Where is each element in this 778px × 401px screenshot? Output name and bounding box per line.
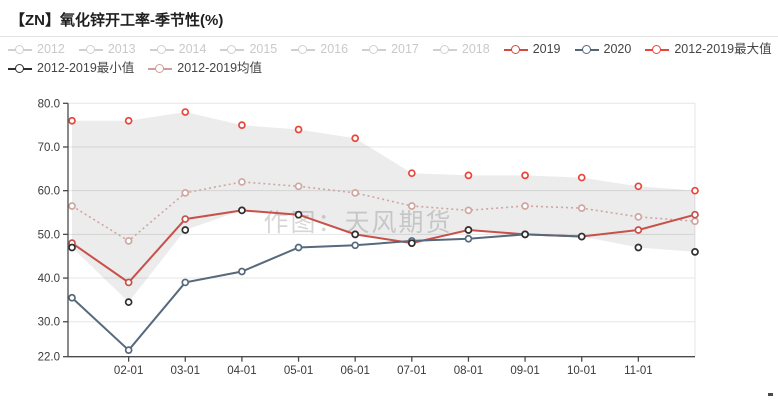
legend-series-marker-icon bbox=[432, 44, 457, 56]
legend-item-label: 2012 bbox=[37, 42, 65, 56]
svg-text:02-01: 02-01 bbox=[114, 365, 143, 377]
svg-text:06-01: 06-01 bbox=[340, 365, 369, 377]
legend-series-marker-icon bbox=[78, 44, 103, 56]
legend-item-2012-2019最小值[interactable]: 2012-2019最小值 bbox=[8, 61, 134, 76]
legend-series-marker-icon bbox=[8, 44, 32, 56]
svg-text:05-01: 05-01 bbox=[284, 365, 313, 377]
legend-item-label: 2018 bbox=[461, 42, 490, 56]
legend-series-marker-icon bbox=[220, 44, 245, 56]
svg-text:11-01: 11-01 bbox=[624, 365, 653, 377]
legend-item-2012[interactable]: 2012 bbox=[8, 42, 65, 57]
legend-series-marker-icon bbox=[291, 44, 316, 56]
legend-row-1: 2012 2013 2014 2015 2016 2017 2018 2019 2020 2012… bbox=[8, 42, 772, 57]
legend-series-marker-icon bbox=[148, 63, 173, 75]
legend-series-marker-icon bbox=[574, 44, 599, 56]
legend-item-2020[interactable]: 2020 bbox=[574, 42, 632, 57]
svg-text:70.0: 70.0 bbox=[38, 142, 60, 154]
legend-item-label: 2019 bbox=[532, 42, 561, 56]
legend-item-2013[interactable]: 2013 bbox=[78, 42, 136, 57]
legend-series-marker-icon bbox=[8, 63, 32, 75]
svg-text:09-01: 09-01 bbox=[510, 365, 539, 377]
legend-series-marker-icon bbox=[149, 44, 174, 56]
legend-item-label: 2013 bbox=[107, 42, 136, 56]
svg-text:50.0: 50.0 bbox=[38, 229, 60, 241]
legend-item-label: 2020 bbox=[603, 42, 632, 56]
legend-item-label: 2015 bbox=[249, 42, 278, 56]
svg-text:04-01: 04-01 bbox=[227, 365, 256, 377]
legend-series-marker-icon bbox=[645, 44, 670, 56]
legend-series-marker-icon bbox=[503, 44, 528, 56]
legend-item-2012-2019最大值[interactable]: 2012-2019最大值 bbox=[645, 42, 772, 57]
legend-item-label: 2017 bbox=[391, 42, 419, 56]
legend-row-2: 2012-2019最小值 2012-2019均值 bbox=[8, 61, 772, 76]
svg-text:22.0: 22.0 bbox=[38, 352, 60, 364]
legend-item-2016[interactable]: 2016 bbox=[291, 42, 348, 57]
svg-text:03-01: 03-01 bbox=[171, 365, 200, 377]
legend-item-label: 2012-2019最小值 bbox=[37, 61, 135, 75]
svg-text:60.0: 60.0 bbox=[38, 186, 60, 198]
legend-item-2012-2019均值[interactable]: 2012-2019均值 bbox=[148, 61, 262, 76]
legend-item-2019[interactable]: 2019 bbox=[503, 42, 561, 57]
svg-text:30.0: 30.0 bbox=[38, 317, 60, 329]
svg-text:作图：天风期货: 作图：天风期货 bbox=[263, 209, 452, 237]
svg-text:08-01: 08-01 bbox=[454, 365, 483, 377]
legend-series-marker-icon bbox=[362, 44, 387, 56]
svg-text:80.0: 80.0 bbox=[38, 98, 60, 110]
legend-item-2017[interactable]: 2017 bbox=[362, 42, 419, 57]
page-title: 【ZN】氧化锌开工率-季节性(%) bbox=[0, 0, 778, 37]
chart-legend: 2012 2013 2014 2015 2016 2017 2018 2019 2020 2012… bbox=[0, 37, 778, 76]
legend-item-2015[interactable]: 2015 bbox=[220, 42, 277, 57]
legend-item-label: 2016 bbox=[320, 42, 349, 56]
svg-text:10-01: 10-01 bbox=[567, 365, 596, 377]
legend-item-2018[interactable]: 2018 bbox=[432, 42, 490, 57]
legend-item-label: 2012-2019均值 bbox=[177, 61, 263, 75]
legend-item-label: 2014 bbox=[178, 42, 207, 56]
legend-item-2014[interactable]: 2014 bbox=[149, 42, 207, 57]
legend-item-label: 2012-2019最大值 bbox=[674, 42, 772, 56]
corner-mark bbox=[768, 393, 773, 396]
svg-text:40.0: 40.0 bbox=[38, 273, 60, 285]
svg-text:07-01: 07-01 bbox=[397, 365, 426, 377]
